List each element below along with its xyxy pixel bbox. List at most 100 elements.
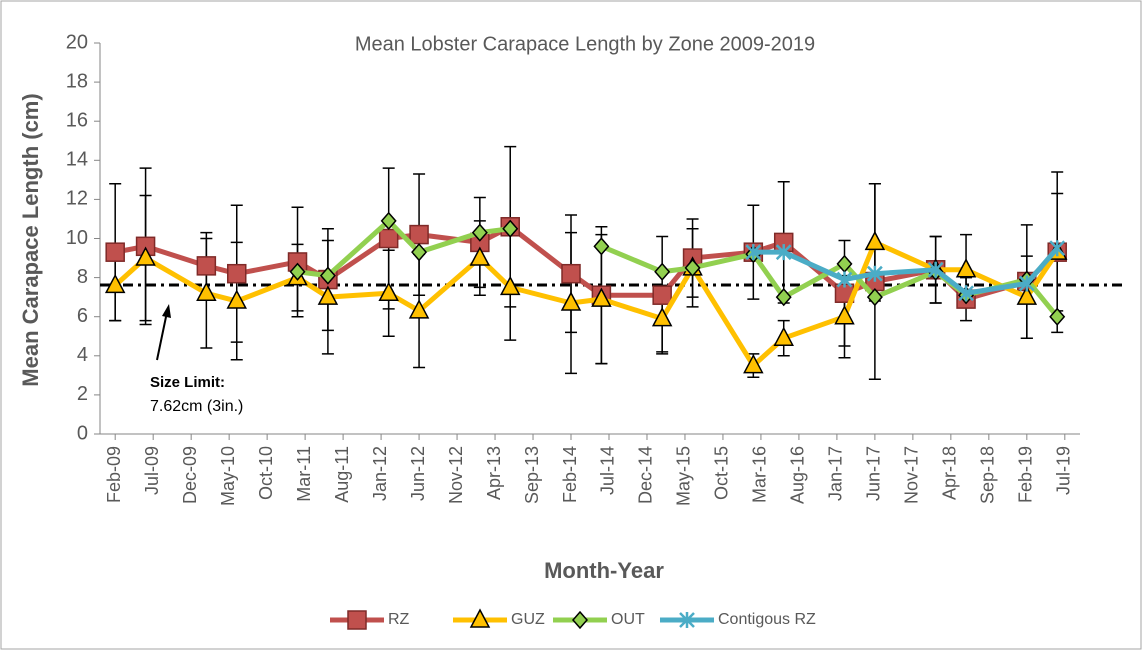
marker bbox=[743, 353, 764, 374]
legend-item: Contigous RZ bbox=[660, 611, 816, 628]
chart-title: Mean Lobster Carapace Length by Zone 200… bbox=[355, 33, 815, 55]
marker bbox=[319, 266, 336, 285]
y-tick-label: 4 bbox=[77, 344, 88, 366]
x-tick-label: Apr-13 bbox=[484, 446, 504, 500]
marker bbox=[864, 230, 886, 251]
marker bbox=[196, 256, 217, 276]
y-axis-label: Mean Carapace Length (cm) bbox=[18, 93, 43, 386]
marker bbox=[958, 285, 974, 302]
marker bbox=[411, 243, 428, 262]
marker bbox=[955, 258, 977, 278]
annotation-arrow bbox=[156, 311, 168, 361]
y-tick-label: 2 bbox=[77, 383, 88, 405]
y-tick-label: 0 bbox=[77, 422, 88, 444]
marker bbox=[378, 281, 399, 301]
marker bbox=[469, 608, 491, 628]
x-tick-label: Dec-14 bbox=[636, 446, 656, 504]
x-tick-label: Sep-13 bbox=[522, 446, 542, 504]
x-tick-label: Dec-09 bbox=[180, 446, 200, 504]
x-tick-label: May-15 bbox=[674, 446, 694, 506]
y-tick-label: 18 bbox=[66, 70, 88, 92]
marker bbox=[317, 285, 339, 305]
annotation-arrowhead bbox=[162, 304, 171, 318]
marker bbox=[927, 261, 944, 278]
y-tick-label: 6 bbox=[77, 305, 88, 327]
legend-label: RZ bbox=[388, 611, 410, 628]
marker bbox=[1018, 275, 1035, 292]
marker bbox=[135, 246, 156, 266]
x-tick-label: Mar-11 bbox=[294, 446, 314, 502]
y-tick-label: 10 bbox=[66, 227, 88, 249]
x-tick-label: Nov-17 bbox=[902, 446, 922, 504]
marker bbox=[471, 223, 488, 242]
marker bbox=[775, 244, 792, 261]
x-tick-label: Aug-11 bbox=[332, 446, 352, 503]
marker bbox=[679, 612, 695, 628]
x-tick-label: Oct-10 bbox=[256, 446, 276, 500]
x-tick-label: Jul-14 bbox=[598, 446, 618, 495]
marker bbox=[502, 219, 519, 238]
marker bbox=[226, 289, 247, 309]
series-line bbox=[113, 239, 1060, 369]
legend-label: GUZ bbox=[511, 611, 545, 628]
marker bbox=[289, 262, 306, 281]
series-line bbox=[114, 224, 1059, 302]
marker bbox=[572, 610, 588, 630]
x-tick-label: Jun-17 bbox=[864, 446, 884, 501]
marker bbox=[652, 285, 672, 305]
y-tick-label: 16 bbox=[66, 109, 88, 131]
x-tick-label: Jan-17 bbox=[826, 446, 846, 501]
y-tick-label: 8 bbox=[77, 266, 88, 288]
x-tick-label: Mar-16 bbox=[750, 446, 770, 503]
x-tick-label: Nov-12 bbox=[446, 446, 466, 504]
x-tick-label: Apr-18 bbox=[940, 446, 960, 500]
marker bbox=[593, 237, 610, 256]
marker bbox=[651, 307, 673, 327]
x-tick-label: Oct-15 bbox=[712, 446, 732, 500]
marker bbox=[499, 275, 521, 296]
x-tick-label: Jul-19 bbox=[1054, 446, 1074, 495]
series-line bbox=[753, 246, 1060, 296]
x-tick-label: Jun-12 bbox=[408, 446, 428, 501]
legend-label: OUT bbox=[611, 611, 645, 628]
marker bbox=[469, 246, 491, 266]
x-tick-label: Feb-14 bbox=[560, 446, 580, 503]
annotation: 7.62cm (3in.) bbox=[150, 398, 243, 415]
marker bbox=[654, 262, 671, 281]
x-tick-label: May-10 bbox=[218, 446, 238, 506]
marker bbox=[408, 299, 430, 319]
x-tick-label: Sep-18 bbox=[978, 446, 998, 504]
marker bbox=[745, 244, 762, 261]
marker bbox=[104, 273, 126, 294]
marker bbox=[560, 291, 582, 311]
y-tick-label: 12 bbox=[66, 188, 88, 210]
marker bbox=[380, 211, 397, 231]
marker bbox=[684, 258, 701, 277]
marker bbox=[409, 224, 429, 245]
legend-item: OUT bbox=[553, 610, 645, 630]
x-axis-label: Month-Year bbox=[544, 558, 664, 583]
marker bbox=[591, 287, 612, 307]
marker bbox=[378, 228, 399, 249]
marker bbox=[834, 305, 855, 325]
annotation: Size Limit: bbox=[150, 374, 225, 391]
marker bbox=[1049, 240, 1066, 257]
marker bbox=[561, 263, 581, 284]
marker bbox=[226, 263, 247, 284]
x-tick-label: Feb-09 bbox=[104, 446, 124, 503]
x-tick-label: Aug-16 bbox=[788, 446, 808, 504]
marker bbox=[867, 265, 883, 282]
marker bbox=[773, 326, 794, 346]
legend-label: Contigous RZ bbox=[718, 611, 816, 628]
marker bbox=[866, 288, 883, 307]
y-tick-label: 20 bbox=[66, 31, 88, 53]
marker bbox=[347, 610, 367, 630]
x-tick-label: Jul-09 bbox=[142, 446, 162, 495]
x-tick-label: Jan-12 bbox=[370, 446, 390, 501]
marker bbox=[1049, 307, 1066, 326]
marker bbox=[775, 288, 792, 307]
x-tick-label: Feb-19 bbox=[1016, 446, 1036, 503]
marker bbox=[1016, 285, 1038, 305]
legend-item: GUZ bbox=[453, 608, 545, 628]
